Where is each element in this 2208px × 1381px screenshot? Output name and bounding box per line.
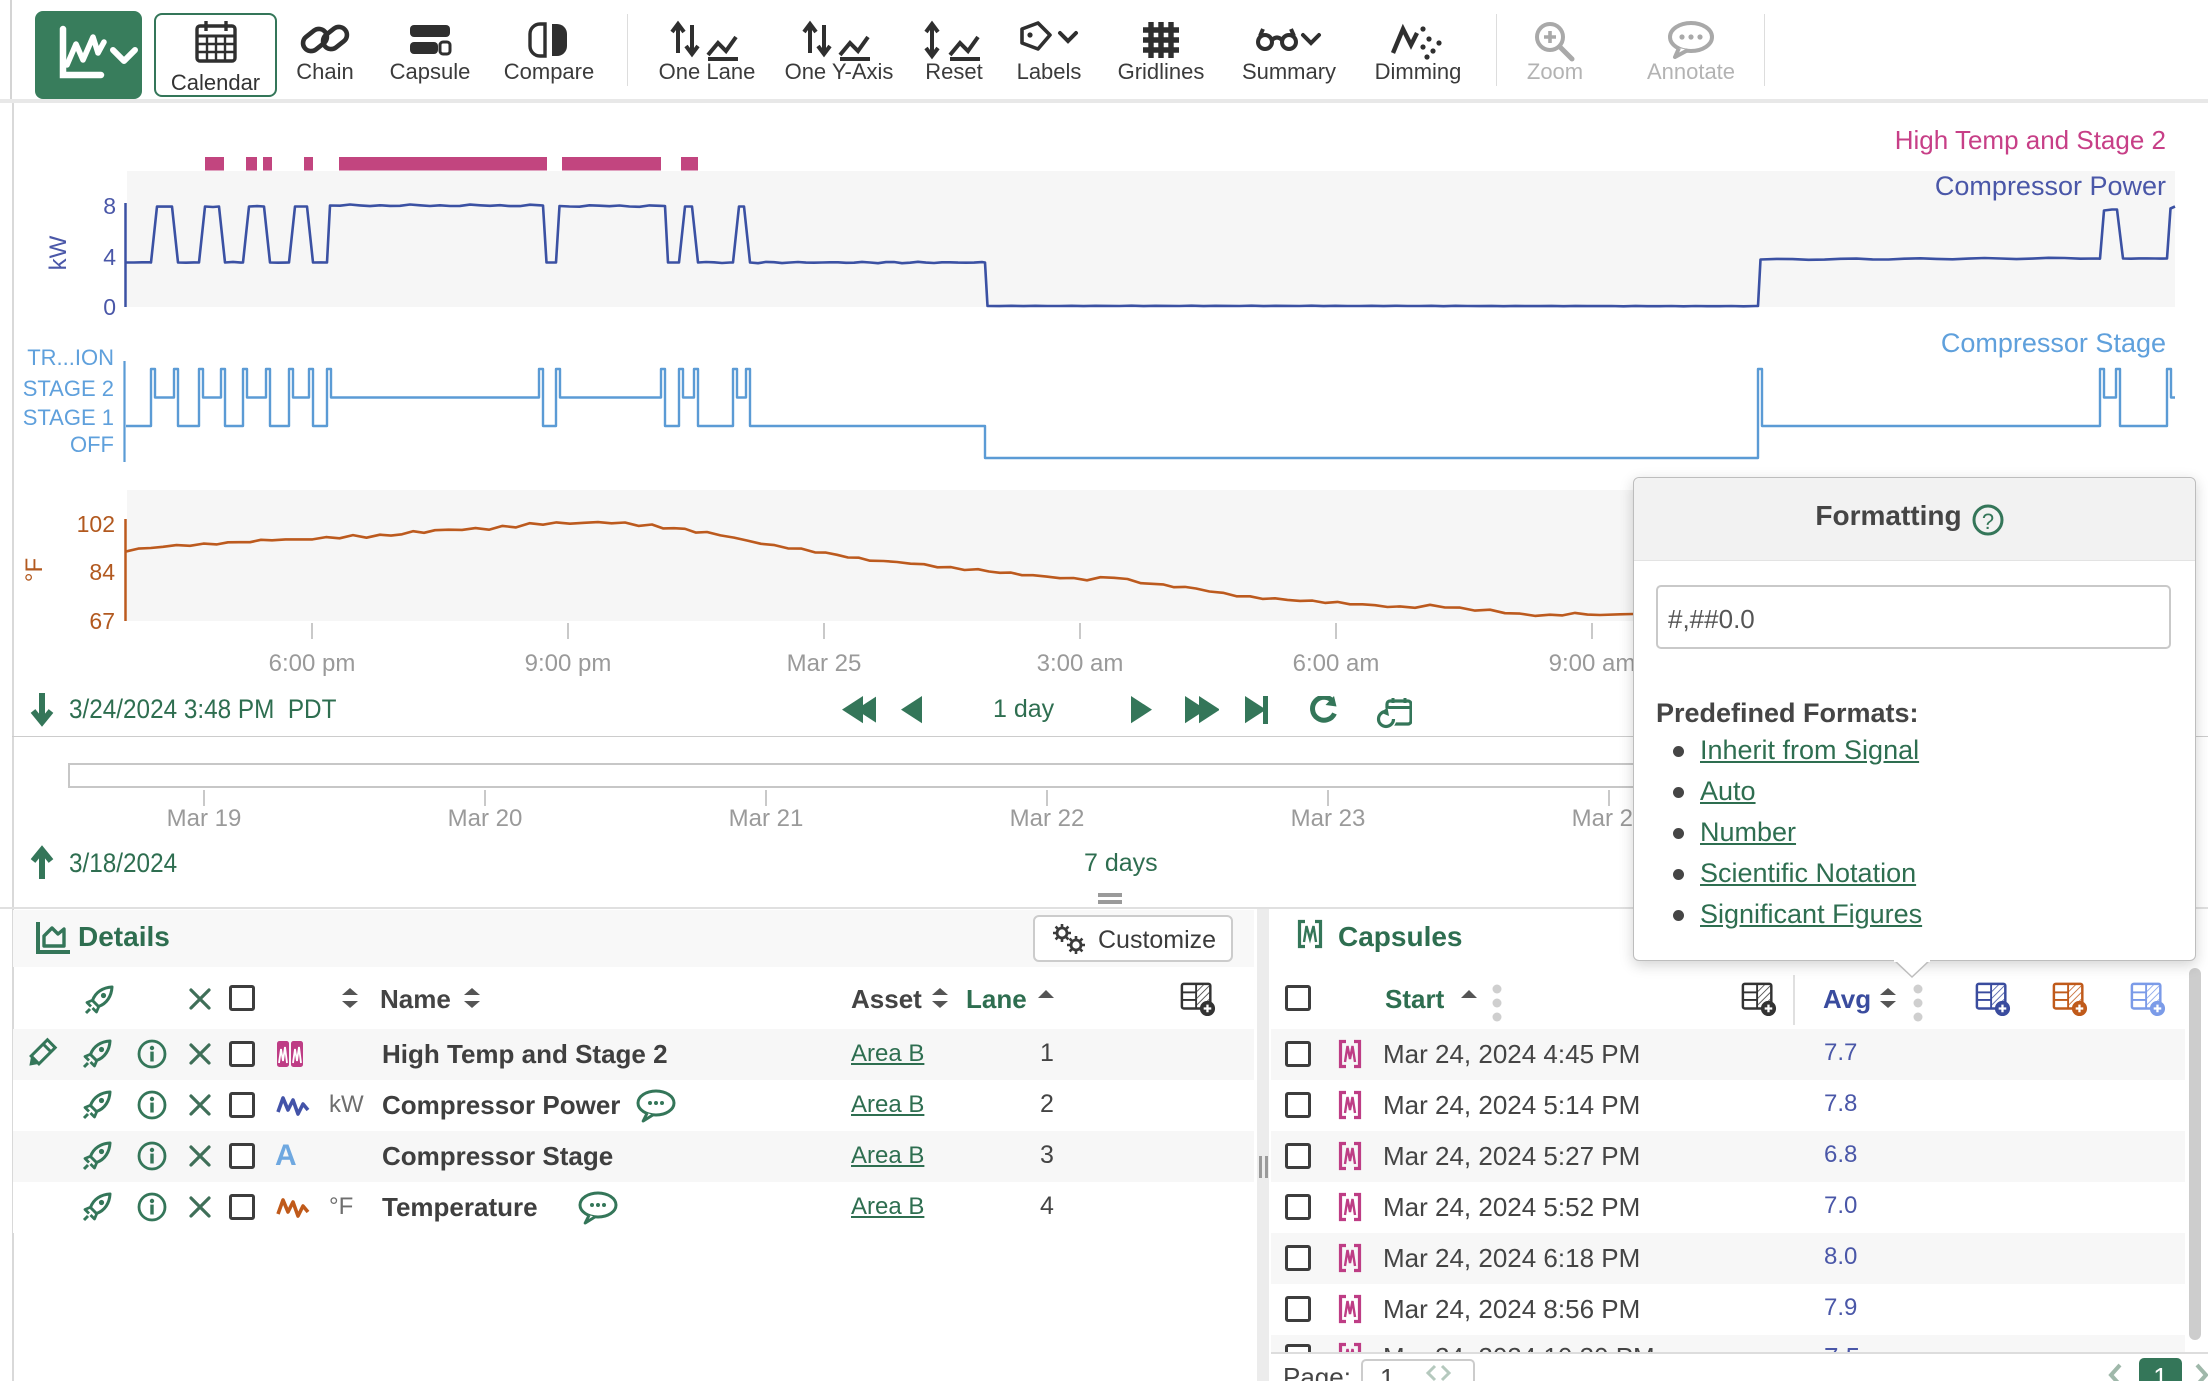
svg-text:Compressor Power: Compressor Power [1935,171,2166,201]
svg-text:TR...ION: TR...ION [27,345,114,370]
svg-text:STAGE 2: STAGE 2 [23,376,114,401]
svg-text:8: 8 [103,193,116,219]
svg-text:84: 84 [89,559,115,585]
svg-text:High Temp and Stage 2: High Temp and Stage 2 [1895,125,2166,155]
svg-text:102: 102 [77,511,115,537]
svg-text:Mar 21: Mar 21 [729,805,804,832]
svg-text:Mar 20: Mar 20 [448,805,523,832]
svg-text:Mar 22: Mar 22 [1010,805,1085,832]
svg-text:3:00 am: 3:00 am [1037,650,1124,677]
svg-text:Compressor Stage: Compressor Stage [1941,328,2166,358]
svg-text:9:00 pm: 9:00 pm [525,650,612,677]
svg-text:Mar 25: Mar 25 [787,650,862,677]
svg-text:6:00 pm: 6:00 pm [269,650,356,677]
svg-text:67: 67 [89,608,115,634]
svg-text:0: 0 [103,294,116,320]
svg-text:6:00 am: 6:00 am [1293,650,1380,677]
svg-text:?: ? [1982,509,1994,534]
svg-text:4: 4 [103,244,116,270]
svg-text:9:00 am: 9:00 am [1549,650,1636,677]
svg-text:kW: kW [45,235,72,270]
svg-text:Mar 23: Mar 23 [1291,805,1366,832]
svg-text:OFF: OFF [70,432,114,457]
svg-text:STAGE 1: STAGE 1 [23,405,114,430]
svg-text:Mar 19: Mar 19 [167,805,242,832]
svg-text:°F: °F [21,558,48,582]
